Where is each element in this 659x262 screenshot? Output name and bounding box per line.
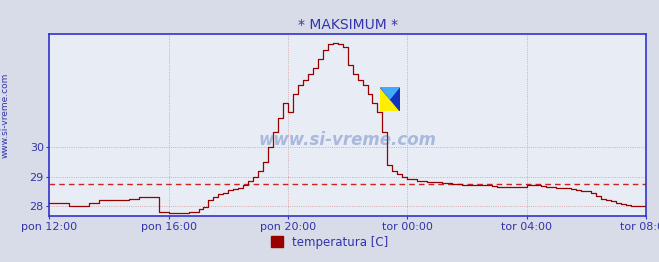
- Text: www.si-vreme.com: www.si-vreme.com: [1, 73, 10, 158]
- Legend: temperatura [C]: temperatura [C]: [266, 231, 393, 253]
- Title: * MAKSIMUM *: * MAKSIMUM *: [298, 18, 397, 31]
- Polygon shape: [380, 87, 399, 111]
- Polygon shape: [380, 87, 399, 111]
- Text: www.si-vreme.com: www.si-vreme.com: [258, 131, 437, 149]
- Polygon shape: [380, 87, 399, 99]
